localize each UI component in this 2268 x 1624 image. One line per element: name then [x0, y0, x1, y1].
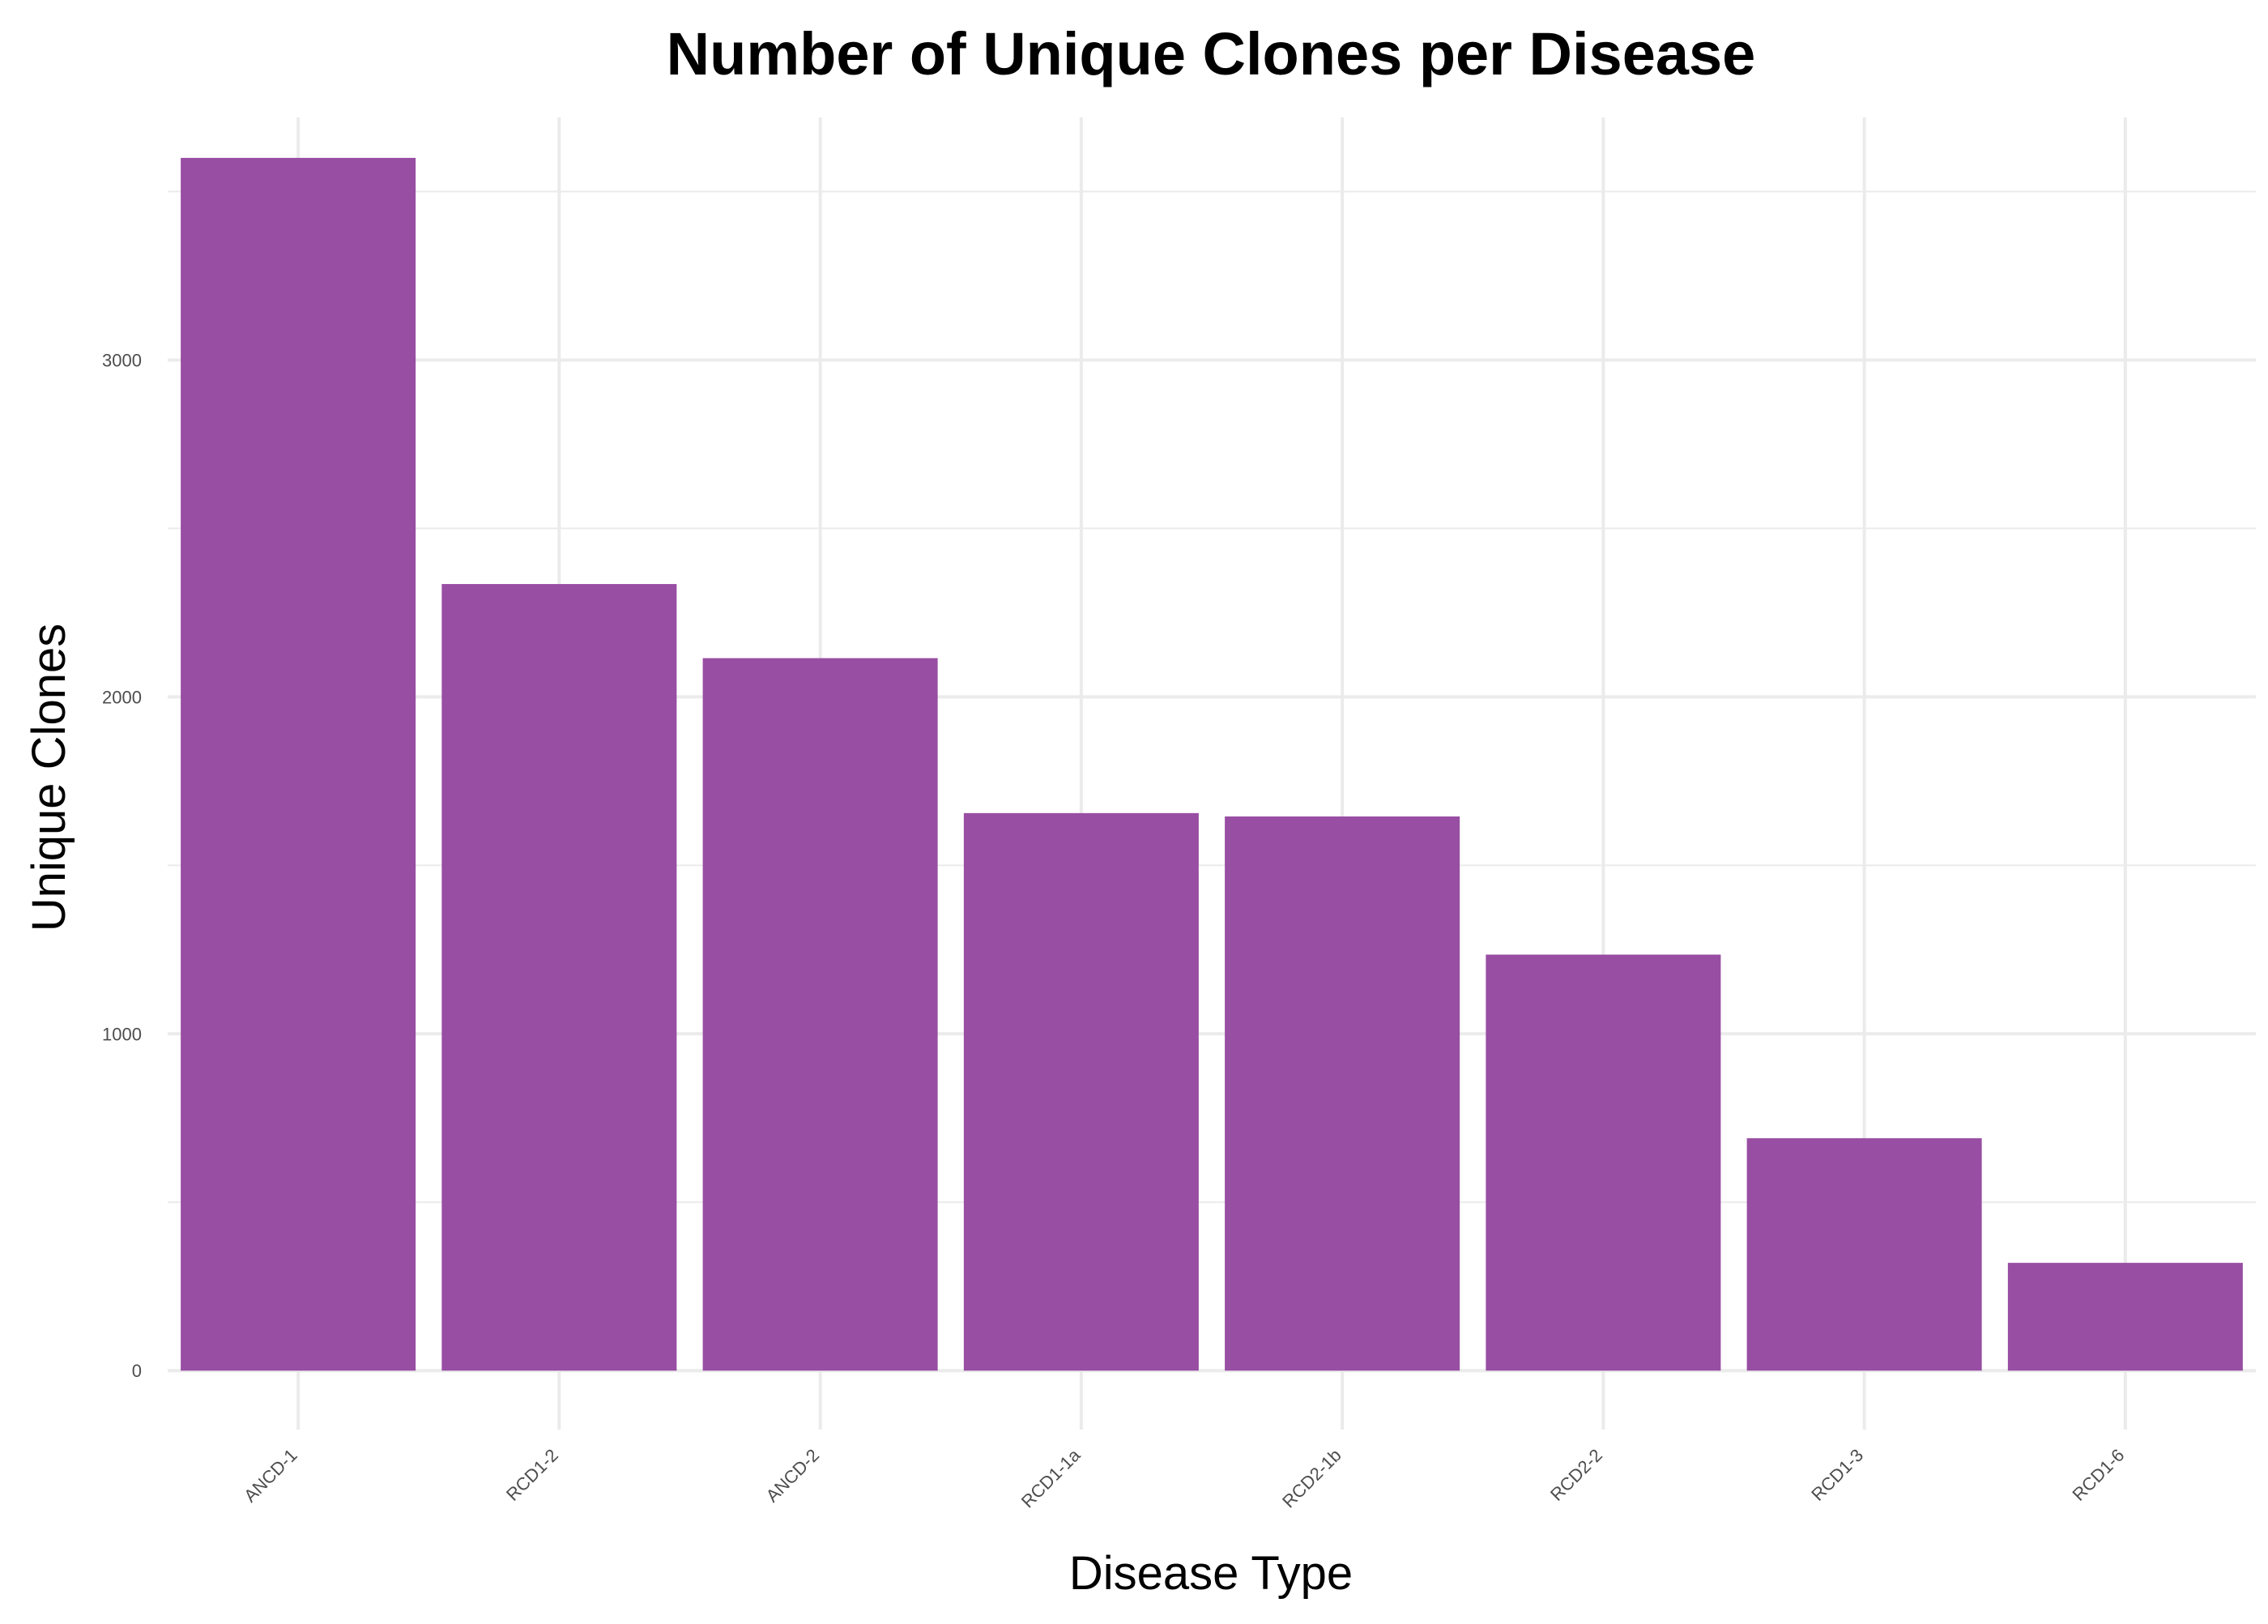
- bar-rcd2-1b: [1225, 816, 1460, 1371]
- bar-ancd-2: [702, 658, 938, 1371]
- x-tick-label: RCD2-2: [1546, 1445, 1606, 1505]
- x-tick-label: RCD2-1b: [1278, 1445, 1345, 1512]
- bar-rcd1-6: [2007, 1263, 2243, 1371]
- x-tick-label: RCD1-2: [502, 1445, 562, 1505]
- bar-ancd-1: [181, 157, 416, 1371]
- y-tick-label: 3000: [102, 350, 142, 370]
- x-tick-label: RCD1-1a: [1017, 1444, 1085, 1511]
- y-tick-label: 0: [132, 1361, 142, 1381]
- y-tick-label: 2000: [102, 687, 142, 707]
- x-tick-label: RCD1-3: [1807, 1445, 1867, 1505]
- x-tick-label: RCD1-6: [2069, 1445, 2129, 1505]
- bar-rcd1-2: [441, 584, 677, 1371]
- bar-rcd2-2: [1486, 954, 1721, 1371]
- x-tick-label: ANCD-2: [762, 1445, 824, 1507]
- bars: [181, 157, 2243, 1371]
- y-axis-ticks: 0 1000 2000 3000: [102, 350, 142, 1381]
- y-tick-label: 1000: [102, 1024, 142, 1044]
- bar-rcd1-3: [1746, 1138, 1982, 1371]
- chart-title: Number of Unique Clones per Disease: [667, 20, 1756, 87]
- bar-rcd1-1a: [963, 812, 1199, 1371]
- x-axis-ticks: ANCD-1 RCD1-2 ANCD-2 RCD1-1a RCD2-1b RCD2-2 RC…: [240, 1444, 2128, 1511]
- x-tick-label: ANCD-1: [240, 1445, 301, 1507]
- x-axis-title: Disease Type: [1069, 1547, 1353, 1600]
- y-axis-title: Unique Clones: [23, 624, 75, 931]
